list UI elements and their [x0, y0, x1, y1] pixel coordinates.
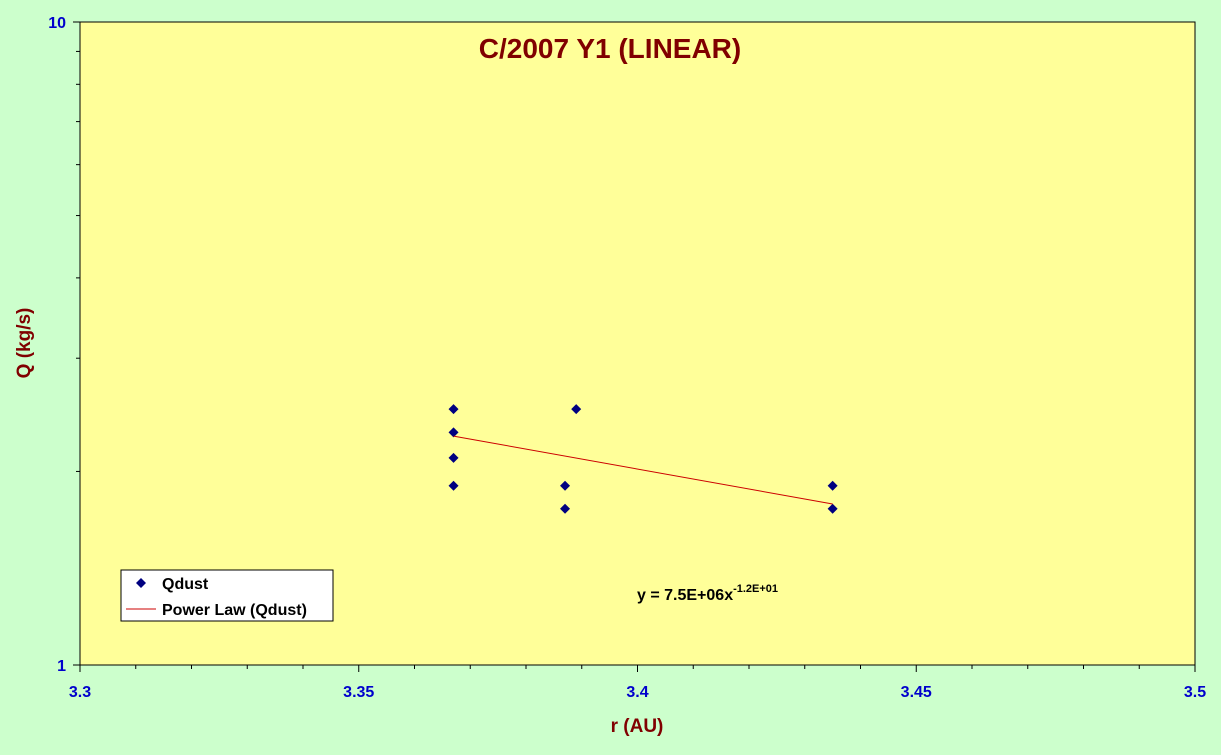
plot-area: [79, 21, 1196, 666]
data-point-qdust: [448, 480, 459, 491]
data-point-qdust: [560, 503, 571, 514]
data-point-qdust: [448, 427, 459, 438]
data-point-qdust: [560, 480, 571, 491]
x-tick-label: 3.5: [1184, 684, 1206, 701]
legend: Qdust Power Law (Qdust): [120, 569, 334, 622]
series-layer: [448, 404, 838, 514]
data-point-qdust: [827, 503, 838, 514]
trendline-power-law: [453, 435, 833, 505]
data-point-qdust: [827, 480, 838, 491]
minor-ticks: [73, 21, 1196, 672]
chart-title: C/2007 Y1 (LINEAR): [479, 33, 741, 64]
y-tick-label: 10: [48, 15, 66, 32]
legend-diamond-marker: [136, 578, 146, 588]
trendline-equation-base: y = 7.5E+06x: [637, 587, 733, 604]
x-tick-label: 3.3: [69, 684, 91, 701]
legend-box: [120, 569, 334, 622]
y-axis-ticks: 1 10: [48, 15, 66, 675]
x-axis-label: r (AU): [611, 716, 664, 737]
x-tick-label: 3.45: [901, 684, 932, 701]
y-axis-label: Q (kg/s): [14, 308, 35, 379]
data-point-qdust: [448, 404, 459, 415]
x-tick-label: 3.35: [343, 684, 374, 701]
x-axis-ticks: 3.3 3.35 3.4 3.45 3.5: [69, 684, 1206, 701]
trendline-equation-exponent: -1.2E+01: [733, 583, 778, 595]
data-point-qdust: [448, 452, 459, 463]
y-tick-label: 1: [57, 658, 66, 675]
legend-label-qdust: Qdust: [162, 576, 209, 593]
trendline-equation: y = 7.5E+06x-1.2E+01: [637, 583, 778, 604]
legend-label-power-law: Power Law (Qdust): [162, 602, 307, 619]
data-point-qdust: [571, 404, 582, 415]
x-tick-label: 3.4: [626, 684, 648, 701]
